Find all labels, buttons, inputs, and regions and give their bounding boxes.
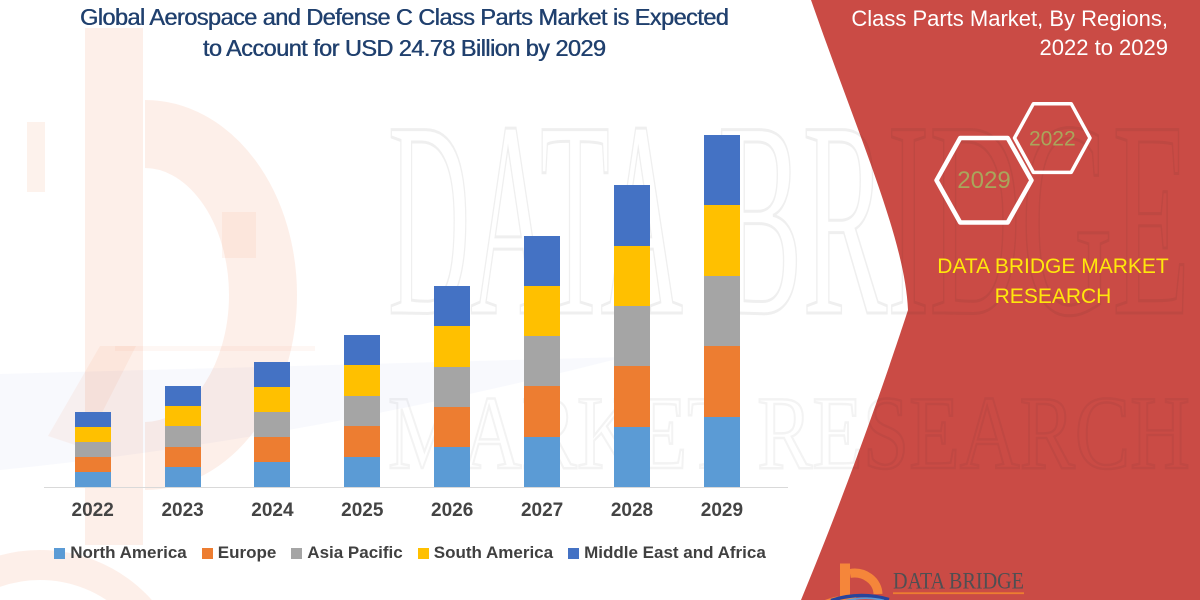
svg-text:MARKET RESEARCH: MARKET RESEARCH bbox=[388, 374, 1190, 491]
svg-text:2022: 2022 bbox=[1029, 128, 1076, 151]
svg-text:BRIDGE: BRIDGE bbox=[718, 63, 1190, 374]
svg-text:2029: 2029 bbox=[957, 167, 1010, 194]
svg-text:DATA BRIDGE: DATA BRIDGE bbox=[893, 569, 1024, 594]
